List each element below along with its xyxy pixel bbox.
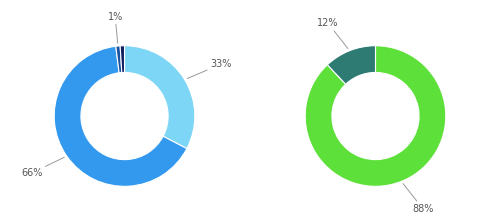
Wedge shape [328, 46, 376, 84]
Wedge shape [120, 46, 124, 73]
Text: 33%: 33% [187, 59, 232, 78]
Text: 1%: 1% [108, 12, 123, 43]
Wedge shape [305, 46, 446, 186]
Text: 88%: 88% [403, 184, 434, 214]
Wedge shape [54, 46, 187, 186]
Wedge shape [124, 46, 195, 149]
Wedge shape [116, 46, 122, 73]
Text: 66%: 66% [21, 157, 64, 178]
Text: 12%: 12% [317, 18, 348, 48]
